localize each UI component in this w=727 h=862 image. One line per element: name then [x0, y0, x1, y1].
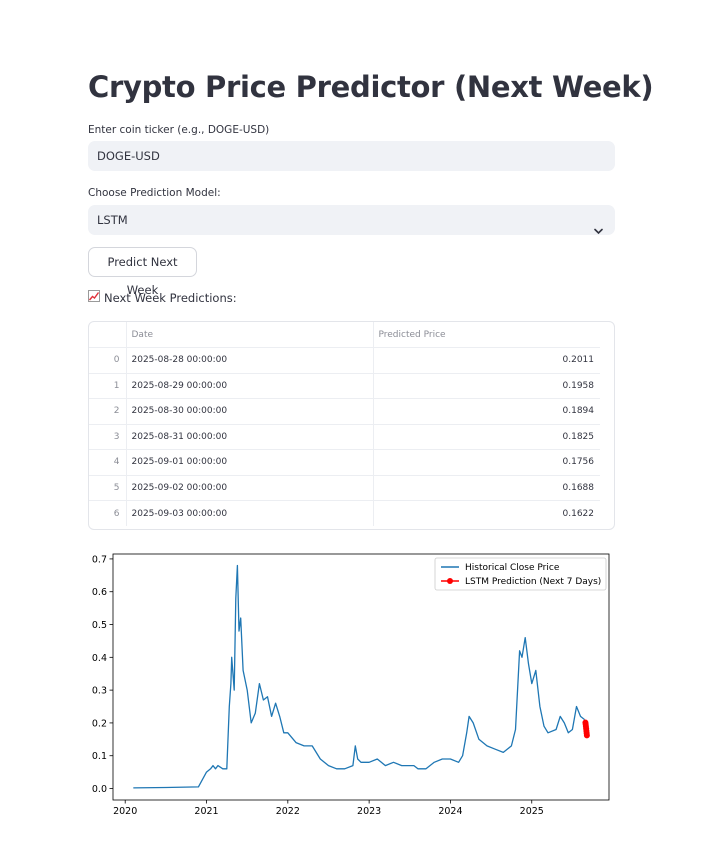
row-price: 0.1756: [373, 449, 600, 476]
table-header-row: Date Predicted Price: [89, 322, 600, 348]
row-date: 2025-09-03 00:00:00: [126, 500, 374, 526]
table-row[interactable]: 3 2025-08-31 00:00:00 0.1825: [89, 424, 600, 450]
x-tick-label: 2020: [113, 806, 137, 817]
table-row[interactable]: 0 2025-08-28 00:00:00 0.2011: [89, 347, 600, 374]
column-header-index[interactable]: [89, 322, 127, 348]
row-price: 0.1894: [373, 398, 600, 425]
model-select-value: LSTM: [97, 213, 128, 227]
row-index: 4: [89, 449, 127, 476]
y-tick-label: 0.3: [92, 686, 107, 697]
legend-box: [434, 557, 607, 591]
chart-legend: Historical Close Price LSTM Prediction (N…: [434, 557, 607, 591]
ticker-input-wrapper[interactable]: [88, 141, 615, 171]
legend-label-1: LSTM Prediction (Next 7 Days): [465, 577, 601, 587]
predict-button[interactable]: Predict Next Week: [88, 247, 197, 297]
table-row[interactable]: 1 2025-08-29 00:00:00 0.1958: [89, 373, 600, 399]
y-tick-label: 0.4: [92, 653, 107, 664]
row-date: 2025-08-31 00:00:00: [126, 424, 374, 450]
chart-increasing-icon: [88, 290, 100, 305]
row-index: 3: [89, 424, 127, 450]
row-index: 5: [89, 475, 127, 501]
row-date: 2025-09-02 00:00:00: [126, 475, 374, 501]
table-row[interactable]: 5 2025-09-02 00:00:00 0.1688: [89, 475, 600, 501]
x-tick-label: 2023: [357, 806, 381, 817]
plot-frame: [112, 553, 610, 801]
row-price: 0.1958: [373, 373, 600, 399]
row-index: 1: [89, 373, 127, 399]
ticker-input[interactable]: [97, 141, 615, 171]
x-tick-label: 2021: [194, 806, 218, 817]
row-price: 0.2011: [373, 347, 600, 374]
x-tick-label: 2025: [520, 806, 544, 817]
ticker-label: Enter coin ticker (e.g., DOGE-USD): [88, 124, 270, 136]
legend-label-0: Historical Close Price: [465, 563, 560, 573]
table-row[interactable]: 6 2025-09-03 00:00:00 0.1622: [89, 500, 600, 526]
predictions-header: Next Week Predictions:: [88, 290, 237, 305]
row-date: 2025-08-28 00:00:00: [126, 347, 374, 374]
row-index: 0: [89, 347, 127, 374]
table-row[interactable]: 2 2025-08-30 00:00:00 0.1894: [89, 398, 600, 425]
x-tick-label: 2022: [276, 806, 300, 817]
model-label: Choose Prediction Model:: [88, 187, 221, 199]
row-date: 2025-09-01 00:00:00: [126, 449, 374, 476]
row-price: 0.1622: [562, 508, 595, 519]
predictions-table[interactable]: Date Predicted Price 0 2025-08-28 00:00:0…: [88, 321, 615, 530]
row-index: 6: [89, 500, 127, 526]
x-tick-label: 2024: [438, 806, 462, 817]
y-tick-label: 0.1: [92, 751, 107, 762]
page-title: Crypto Price Predictor (Next Week): [88, 70, 654, 104]
model-select[interactable]: LSTM: [88, 205, 615, 235]
y-tick-label: 0.6: [92, 587, 107, 598]
predictions-header-text: Next Week Predictions:: [104, 290, 237, 305]
table-row[interactable]: 4 2025-09-01 00:00:00 0.1756: [89, 449, 600, 476]
column-header-predicted-price[interactable]: Predicted Price: [373, 322, 600, 348]
price-chart: 0.0 0.1 0.2 0.3 0.4 0.5 0.6 0.7 2020 2021 2022 2023…: [92, 553, 610, 817]
y-tick-label: 0.7: [92, 554, 107, 565]
y-tick-label: 0.2: [92, 718, 107, 729]
y-tick-label: 0.5: [92, 620, 107, 631]
row-price: 0.1825: [373, 424, 600, 450]
row-price: 0.1688: [373, 475, 600, 501]
row-date: 2025-08-29 00:00:00: [126, 373, 374, 399]
y-tick-label: 0.0: [92, 784, 107, 795]
chevron-down-icon[interactable]: [594, 216, 603, 246]
column-header-date[interactable]: Date: [126, 322, 374, 348]
series-line-0: [133, 564, 585, 789]
row-index: 2: [89, 398, 127, 425]
series-point: [583, 732, 590, 739]
legend-marker-1: [447, 578, 453, 584]
row-date: 2025-08-30 00:00:00: [126, 398, 374, 425]
